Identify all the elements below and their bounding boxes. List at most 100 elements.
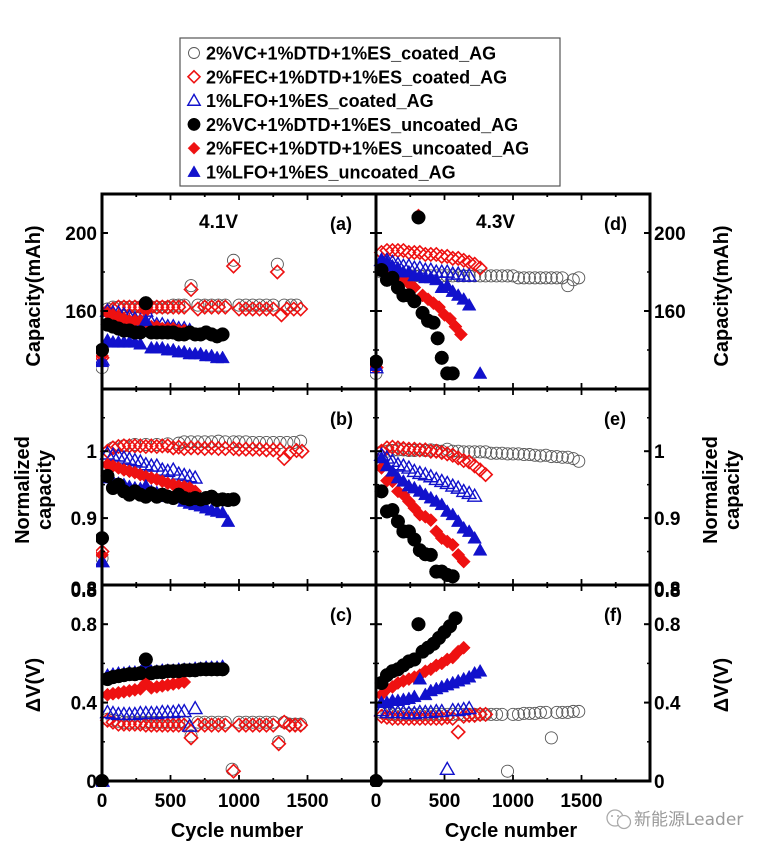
data-point — [184, 729, 198, 743]
data-point — [170, 717, 187, 733]
y-tick-label: 160 — [654, 302, 686, 323]
y-tick-label: 0.9 — [654, 509, 680, 530]
data-point — [232, 715, 246, 729]
data-point — [473, 445, 487, 459]
data-point — [423, 547, 438, 562]
data-point — [154, 299, 171, 315]
data-point — [215, 327, 230, 342]
data-point — [154, 717, 171, 733]
legend-entry: 2%VC+1%DTD+1%ES_uncoated_AG — [187, 115, 518, 135]
legend-entry: 1%LFO+1%ES_uncoated_AG — [187, 163, 456, 183]
panel-label: (b) — [330, 409, 353, 429]
data-point — [121, 716, 138, 732]
data-point — [472, 663, 488, 677]
data-point — [253, 715, 267, 729]
data-point — [149, 438, 165, 455]
data-point — [412, 442, 428, 458]
series-lfo-uncoated — [374, 450, 488, 556]
y-axis-title: capacity — [34, 449, 56, 530]
data-point — [446, 269, 460, 283]
data-point — [456, 291, 471, 305]
data-point — [430, 331, 445, 346]
data-point — [183, 440, 199, 456]
data-point — [484, 269, 498, 283]
data-point — [484, 446, 498, 460]
data-point — [439, 761, 456, 776]
data-point — [110, 438, 127, 455]
data-point — [550, 705, 564, 719]
data-point — [415, 288, 430, 303]
y-tick-label: 0.4 — [654, 694, 681, 715]
data-point — [450, 702, 467, 717]
data-point — [205, 715, 219, 729]
data-point — [281, 717, 298, 733]
data-point — [544, 450, 558, 464]
y-tick-label: 0.8 — [654, 579, 680, 600]
data-point — [479, 269, 493, 283]
y-axis-title: ΔV(V) — [23, 658, 45, 712]
legend-label: 2%FEC+1%DTD+1%ES_uncoated_AG — [206, 139, 529, 159]
data-point — [132, 716, 149, 732]
data-point — [183, 281, 199, 298]
data-point — [477, 706, 494, 723]
y-axis-title: ΔV(V) — [711, 658, 733, 712]
data-point — [417, 246, 434, 263]
data-point — [116, 716, 132, 732]
data-point — [522, 706, 536, 720]
data-point — [246, 715, 260, 729]
data-point — [183, 730, 199, 746]
data-point — [231, 717, 247, 733]
data-point — [217, 299, 234, 315]
watermark: 新能源Leader — [606, 809, 743, 830]
data-point — [266, 298, 280, 312]
data-point — [126, 706, 143, 721]
x-tick-label: 1000 — [492, 791, 534, 812]
data-point — [121, 299, 138, 315]
data-point — [506, 447, 520, 461]
data-point — [434, 444, 450, 461]
y-tick-label: 0.8 — [71, 581, 97, 602]
data-point — [148, 457, 165, 472]
data-point — [395, 440, 412, 457]
data-point — [244, 441, 261, 457]
data-point — [522, 448, 536, 462]
legend-label: 2%VC+1%DTD+1%ES_uncoated_AG — [206, 115, 518, 135]
data-point — [456, 640, 471, 655]
legend-marker-diamond-filled-icon — [187, 141, 201, 155]
legend-marker-circle-filled-icon — [187, 117, 201, 131]
data-point — [246, 298, 260, 312]
data-point — [528, 706, 542, 720]
legend-entry: 2%VC+1%DTD+1%ES_coated_AG — [188, 44, 496, 64]
data-point — [444, 250, 461, 267]
data-point — [225, 258, 242, 274]
data-point — [210, 717, 227, 733]
data-point — [445, 366, 460, 381]
data-point — [528, 271, 542, 285]
data-point — [533, 705, 547, 719]
data-point — [210, 440, 227, 457]
x-tick-label: 1000 — [218, 791, 260, 812]
data-point — [479, 445, 493, 459]
data-point — [203, 440, 220, 456]
data-point — [456, 554, 471, 569]
data-point — [428, 246, 445, 263]
data-point — [225, 440, 242, 457]
data-point — [434, 248, 450, 265]
data-point — [495, 707, 509, 721]
data-point — [501, 764, 515, 778]
series-vc-uncoated — [374, 484, 460, 584]
data-point — [533, 449, 547, 463]
data-point — [276, 450, 292, 467]
series-fec-coated — [96, 438, 310, 560]
data-point — [176, 299, 192, 315]
panel-e-plot-area — [373, 439, 586, 584]
y-tick-label: 0.4 — [71, 694, 98, 715]
series-vc-uncoated — [96, 652, 230, 787]
data-point — [226, 492, 241, 507]
data-point — [215, 505, 230, 519]
y-tick-label: 0.8 — [71, 579, 97, 600]
panel-label: (f) — [604, 605, 622, 625]
y-tick-label: 0.8 — [71, 615, 97, 636]
wechat-icon — [606, 809, 632, 830]
